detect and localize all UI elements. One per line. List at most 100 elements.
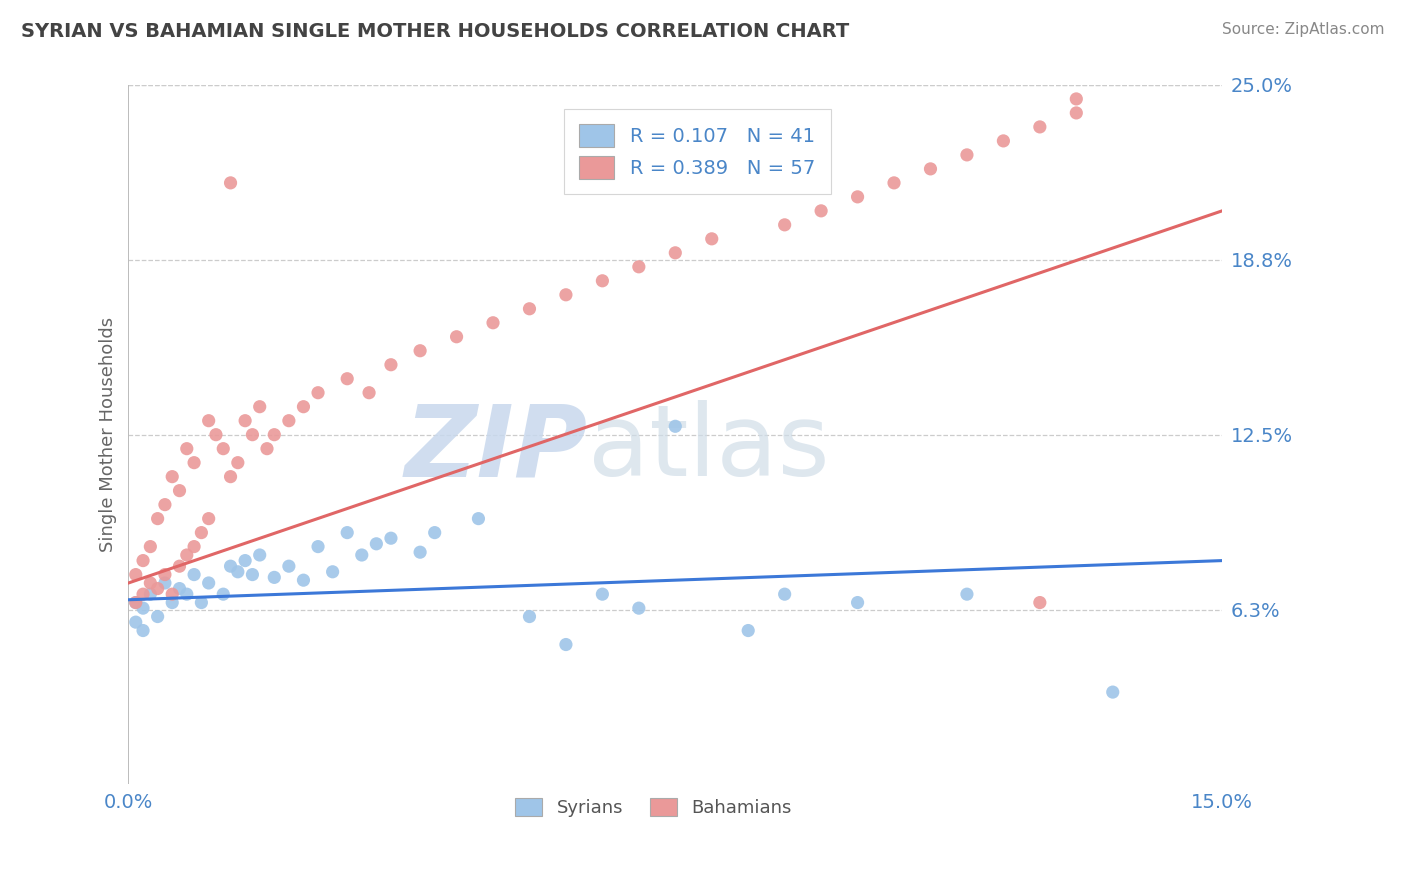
Legend: Syrians, Bahamians: Syrians, Bahamians bbox=[508, 790, 799, 824]
Point bbox=[125, 615, 148, 629]
Point bbox=[773, 218, 796, 232]
Point bbox=[277, 559, 299, 574]
Point bbox=[1029, 120, 1052, 134]
Point bbox=[409, 343, 432, 358]
Point bbox=[519, 301, 541, 316]
Point bbox=[212, 442, 235, 456]
Point bbox=[1029, 596, 1052, 610]
Point bbox=[249, 548, 271, 562]
Point bbox=[132, 624, 155, 638]
Point bbox=[139, 576, 162, 591]
Point bbox=[380, 358, 402, 372]
Point bbox=[956, 148, 979, 162]
Point bbox=[160, 587, 183, 601]
Point bbox=[183, 540, 205, 554]
Point bbox=[277, 414, 299, 428]
Point bbox=[956, 587, 979, 601]
Point bbox=[153, 498, 176, 512]
Point bbox=[322, 565, 344, 579]
Point bbox=[810, 203, 832, 218]
Point bbox=[169, 582, 191, 596]
Point bbox=[336, 525, 359, 540]
Y-axis label: Single Mother Households: Single Mother Households bbox=[100, 318, 117, 552]
Point bbox=[139, 587, 162, 601]
Point bbox=[176, 587, 198, 601]
Point bbox=[773, 587, 796, 601]
Point bbox=[190, 596, 212, 610]
Point bbox=[146, 511, 169, 525]
Point bbox=[292, 573, 315, 587]
Point bbox=[555, 287, 578, 301]
Point bbox=[883, 176, 905, 190]
Point bbox=[555, 638, 578, 652]
Point bbox=[205, 427, 228, 442]
Point bbox=[627, 260, 650, 274]
Text: ZIP: ZIP bbox=[405, 401, 588, 497]
Point bbox=[176, 442, 198, 456]
Point bbox=[125, 596, 148, 610]
Point bbox=[591, 274, 613, 288]
Point bbox=[160, 469, 183, 483]
Point bbox=[153, 567, 176, 582]
Point bbox=[153, 576, 176, 591]
Point bbox=[197, 414, 219, 428]
Point bbox=[1101, 685, 1123, 699]
Point bbox=[160, 596, 183, 610]
Point bbox=[336, 372, 359, 386]
Point bbox=[146, 609, 169, 624]
Point bbox=[1066, 106, 1088, 120]
Point bbox=[482, 316, 505, 330]
Point bbox=[846, 190, 869, 204]
Point bbox=[125, 596, 148, 610]
Point bbox=[423, 525, 446, 540]
Point bbox=[993, 134, 1015, 148]
Point bbox=[446, 330, 468, 344]
Point bbox=[920, 161, 942, 176]
Point bbox=[519, 609, 541, 624]
Point bbox=[197, 576, 219, 591]
Point bbox=[409, 545, 432, 559]
Point bbox=[233, 414, 256, 428]
Point bbox=[169, 559, 191, 574]
Point bbox=[212, 587, 235, 601]
Point bbox=[242, 427, 264, 442]
Point bbox=[125, 567, 148, 582]
Point bbox=[233, 553, 256, 567]
Point bbox=[183, 567, 205, 582]
Point bbox=[664, 245, 686, 260]
Point bbox=[307, 540, 329, 554]
Point bbox=[627, 601, 650, 615]
Point bbox=[350, 548, 373, 562]
Point bbox=[846, 596, 869, 610]
Point bbox=[219, 559, 242, 574]
Point bbox=[366, 537, 388, 551]
Point bbox=[591, 587, 613, 601]
Point bbox=[169, 483, 191, 498]
Point bbox=[146, 582, 169, 596]
Point bbox=[183, 456, 205, 470]
Point bbox=[132, 553, 155, 567]
Point bbox=[664, 419, 686, 434]
Point bbox=[226, 565, 249, 579]
Point bbox=[357, 385, 380, 400]
Point bbox=[307, 385, 329, 400]
Point bbox=[132, 601, 155, 615]
Text: atlas: atlas bbox=[588, 401, 830, 497]
Point bbox=[176, 548, 198, 562]
Point bbox=[263, 570, 285, 584]
Point bbox=[139, 540, 162, 554]
Text: Source: ZipAtlas.com: Source: ZipAtlas.com bbox=[1222, 22, 1385, 37]
Point bbox=[219, 176, 242, 190]
Point bbox=[737, 624, 759, 638]
Point bbox=[197, 511, 219, 525]
Point bbox=[700, 232, 723, 246]
Point bbox=[263, 427, 285, 442]
Point bbox=[219, 469, 242, 483]
Point bbox=[190, 525, 212, 540]
Point bbox=[249, 400, 271, 414]
Point bbox=[226, 456, 249, 470]
Point bbox=[1066, 92, 1088, 106]
Point bbox=[292, 400, 315, 414]
Point bbox=[380, 531, 402, 545]
Point bbox=[132, 587, 155, 601]
